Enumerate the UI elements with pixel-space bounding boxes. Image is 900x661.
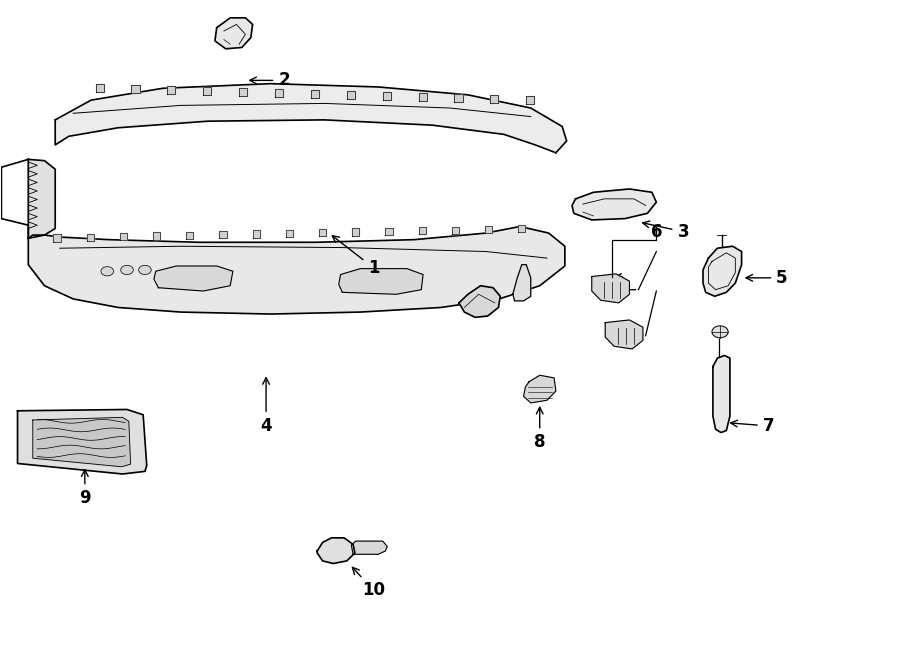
Polygon shape (385, 228, 392, 235)
Polygon shape (167, 86, 176, 95)
Polygon shape (319, 229, 326, 237)
Text: 9: 9 (79, 470, 91, 508)
Polygon shape (253, 231, 260, 238)
Circle shape (121, 265, 133, 274)
Circle shape (101, 266, 113, 276)
Polygon shape (605, 320, 643, 349)
Polygon shape (95, 84, 104, 93)
Polygon shape (317, 538, 355, 564)
Polygon shape (86, 234, 94, 241)
Polygon shape (454, 94, 463, 102)
Polygon shape (418, 93, 427, 101)
Polygon shape (485, 226, 492, 233)
Text: 1: 1 (332, 236, 380, 277)
Text: 3: 3 (643, 221, 689, 241)
Polygon shape (55, 84, 567, 153)
Polygon shape (459, 286, 500, 317)
Polygon shape (703, 247, 742, 296)
Polygon shape (351, 541, 387, 555)
Polygon shape (352, 229, 359, 236)
Polygon shape (120, 233, 127, 241)
Circle shape (712, 326, 728, 338)
Polygon shape (513, 264, 531, 301)
Polygon shape (518, 225, 526, 233)
Polygon shape (220, 231, 227, 239)
Polygon shape (572, 189, 656, 220)
Polygon shape (186, 232, 194, 239)
Text: 5: 5 (746, 269, 788, 287)
Polygon shape (131, 85, 140, 93)
Polygon shape (154, 266, 233, 291)
Polygon shape (28, 227, 565, 314)
Text: 10: 10 (353, 567, 385, 600)
Polygon shape (526, 96, 535, 104)
Polygon shape (203, 87, 212, 95)
Polygon shape (53, 235, 60, 242)
Polygon shape (418, 227, 426, 235)
Polygon shape (713, 356, 730, 432)
Polygon shape (592, 274, 629, 303)
Text: 6: 6 (651, 223, 662, 241)
Polygon shape (338, 268, 423, 294)
Polygon shape (346, 91, 355, 99)
Polygon shape (491, 95, 499, 103)
Circle shape (139, 265, 151, 274)
Polygon shape (153, 233, 160, 240)
Polygon shape (382, 92, 391, 100)
Polygon shape (286, 230, 293, 237)
Polygon shape (32, 417, 130, 467)
Polygon shape (310, 90, 319, 98)
Polygon shape (452, 227, 459, 234)
Text: 7: 7 (731, 417, 774, 435)
Polygon shape (275, 89, 284, 97)
Text: 2: 2 (250, 71, 290, 89)
Polygon shape (524, 375, 556, 403)
Text: 4: 4 (260, 377, 272, 435)
Polygon shape (17, 409, 147, 474)
Polygon shape (239, 88, 248, 96)
Polygon shape (28, 159, 55, 239)
Text: 8: 8 (534, 407, 545, 451)
Polygon shape (215, 18, 253, 49)
